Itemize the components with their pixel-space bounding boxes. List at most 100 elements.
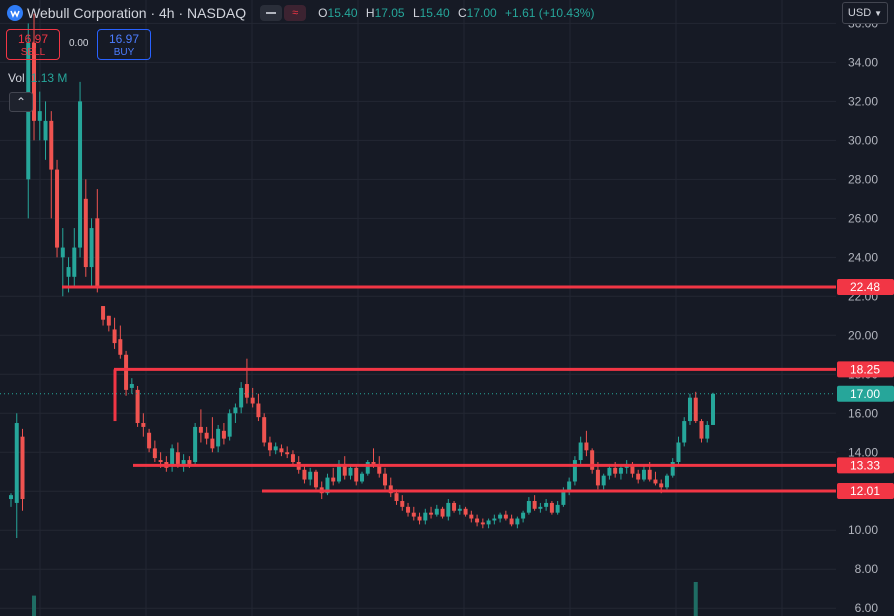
sell-label: SELL: [20, 47, 46, 58]
candle-body: [676, 442, 681, 462]
candle-body: [434, 508, 439, 515]
price-axis[interactable]: 6.008.0010.0012.0014.0016.0018.0020.0022…: [836, 0, 894, 616]
volume-value: 1.13 M: [30, 71, 68, 85]
candle-body: [256, 403, 261, 418]
price-tick-label: 34.00: [848, 55, 878, 69]
candle-body: [595, 469, 600, 486]
candle-body: [216, 428, 221, 447]
price-tick-label: 6.00: [855, 601, 879, 615]
candle-body: [647, 469, 652, 480]
candle-body: [273, 446, 278, 451]
approx-icon[interactable]: ≈: [284, 5, 307, 21]
buy-label: BUY: [113, 47, 135, 58]
chevron-up-icon: ⌃: [15, 95, 27, 109]
candle-body: [325, 477, 330, 494]
candle-body: [302, 469, 307, 480]
level-price-tags: 22.48 18.25 13.33 12.01 17.00: [837, 278, 894, 500]
candle-body: [699, 421, 704, 439]
candle-body: [187, 460, 192, 464]
candle-body: [670, 462, 675, 476]
volume-label: Vol: [8, 71, 25, 85]
candle-body: [371, 462, 376, 464]
price-tick-label: 30.00: [848, 133, 878, 147]
candle-body: [135, 389, 140, 424]
candle-body: [124, 354, 129, 390]
candle-body: [590, 450, 595, 470]
candle-body: [129, 384, 134, 388]
candle-body: [348, 467, 353, 476]
horizontal-level-lines[interactable]: [62, 285, 836, 493]
candle-body: [641, 469, 646, 480]
candle-body: [388, 485, 393, 494]
candlestick-series: [9, 13, 715, 539]
candle-body: [406, 506, 411, 513]
price-tick-label: 10.00: [848, 523, 878, 537]
level-tag: [837, 457, 894, 474]
candle-body: [515, 518, 520, 525]
candle-body: [446, 502, 451, 517]
candle-body: [106, 315, 111, 326]
candle-body: [584, 442, 589, 451]
candle-body: [503, 514, 508, 519]
candle-body: [239, 387, 244, 408]
candle-body: [9, 495, 13, 500]
candle-body: [578, 442, 583, 461]
candle-body: [618, 467, 623, 474]
currency-selector[interactable]: USD ▼: [842, 2, 888, 24]
price-tick-label: 24.00: [848, 250, 878, 264]
sell-button[interactable]: 16.97 SELL: [6, 29, 60, 60]
open-label: O: [318, 6, 328, 20]
candle-body: [429, 512, 434, 515]
candle-body: [711, 393, 715, 425]
candle-body: [452, 502, 457, 511]
minus-icon[interactable]: [260, 5, 283, 21]
candle-body: [158, 460, 163, 462]
candle-body: [233, 407, 238, 414]
currency-label: USD: [847, 7, 872, 19]
open-value: 15.40: [327, 6, 358, 20]
candle-body: [336, 463, 341, 482]
candle-body: [544, 502, 549, 507]
chart-grid: [0, 0, 836, 616]
candle-body: [72, 247, 77, 277]
candle-body: [521, 512, 526, 519]
chart-legend-header: Webull Corporation · 4h · NASDAQ ≈ O15.4…: [0, 0, 599, 26]
candle-body: [14, 423, 19, 503]
symbol-title[interactable]: Webull Corporation · 4h · NASDAQ: [27, 5, 247, 21]
buy-price: 16.97: [108, 32, 140, 46]
price-tick-label: 20.00: [848, 328, 878, 342]
candle-body: [342, 463, 347, 476]
candle-body: [486, 520, 491, 525]
candle-body: [43, 120, 48, 141]
candle-body: [308, 471, 313, 480]
candle-body: [285, 452, 290, 455]
candle-body: [221, 430, 226, 439]
candle-body: [147, 432, 152, 449]
change-value: +1.61 (+10.43%): [505, 6, 595, 20]
price-tick-label: 26.00: [848, 211, 878, 225]
legend-controls[interactable]: ≈: [260, 5, 307, 21]
candle-body: [262, 417, 267, 443]
candle-body: [193, 426, 198, 462]
candle-body: [400, 500, 405, 507]
candle-body: [532, 500, 537, 509]
level-tag-label: 12.01: [850, 484, 880, 498]
candle-body: [636, 473, 641, 480]
candle-body: [365, 462, 370, 474]
candle-body: [509, 518, 514, 525]
volume-legend: Vol 1.13 M: [8, 71, 67, 85]
collapse-button[interactable]: ⌃: [9, 92, 33, 112]
candle-body: [244, 384, 249, 398]
candle-body: [198, 426, 203, 433]
price-tick-label: 16.00: [848, 406, 878, 420]
candle-body: [32, 42, 37, 121]
buy-button[interactable]: 16.97 BUY: [97, 29, 151, 60]
candle-body: [313, 471, 318, 488]
candle-body: [20, 436, 25, 500]
candle-body: [682, 421, 687, 443]
price-tick-label: 14.00: [848, 445, 878, 459]
high-label: H: [365, 6, 375, 20]
candle-body: [175, 452, 180, 464]
candle-body: [55, 169, 60, 248]
